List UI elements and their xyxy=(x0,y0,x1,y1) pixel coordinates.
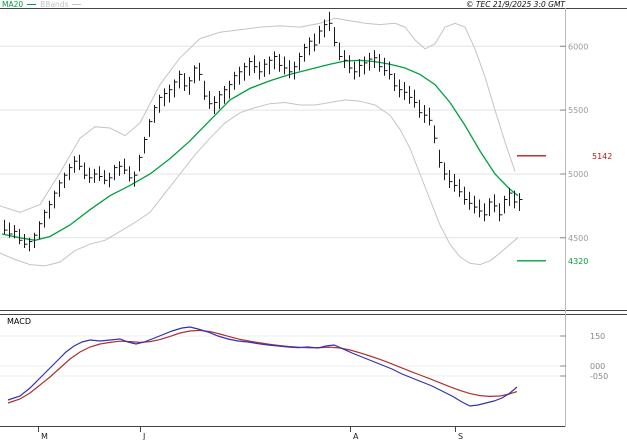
legend-ma20-label: MA20 xyxy=(2,0,24,9)
ma20-line-swatch xyxy=(27,4,37,5)
price-axis-label: 6000 xyxy=(568,42,588,51)
macd-axis-label: 000 xyxy=(590,362,605,371)
macd-line xyxy=(7,326,518,407)
price-axis-label: 4500 xyxy=(568,234,588,243)
month-label: J xyxy=(142,432,145,440)
price-axis-label: 5000 xyxy=(568,170,588,179)
price-axis-label: 5500 xyxy=(568,106,588,115)
copyright-text: © TEC 21/9/2025 3:0 GMT xyxy=(466,0,565,9)
support-level-label: 4320 xyxy=(568,257,588,266)
macd-signal-line xyxy=(7,329,518,404)
macd-axis-label: -050 xyxy=(590,372,608,381)
bbands-line-swatch xyxy=(72,4,82,5)
resistance-level-label: 5142 xyxy=(592,152,612,161)
bollinger-upper-line xyxy=(0,17,516,213)
month-label: M xyxy=(41,432,48,440)
macd-axis-label: 150 xyxy=(590,332,605,341)
legend-bbands-label: BBands xyxy=(40,0,69,9)
chart-legend: MA20 BBands xyxy=(2,0,82,9)
month-label: S xyxy=(458,432,463,440)
macd-panel-label: MACD xyxy=(7,317,31,326)
bollinger-lower-line xyxy=(0,99,519,267)
ma20-line xyxy=(1,59,519,241)
month-label: A xyxy=(353,432,359,440)
